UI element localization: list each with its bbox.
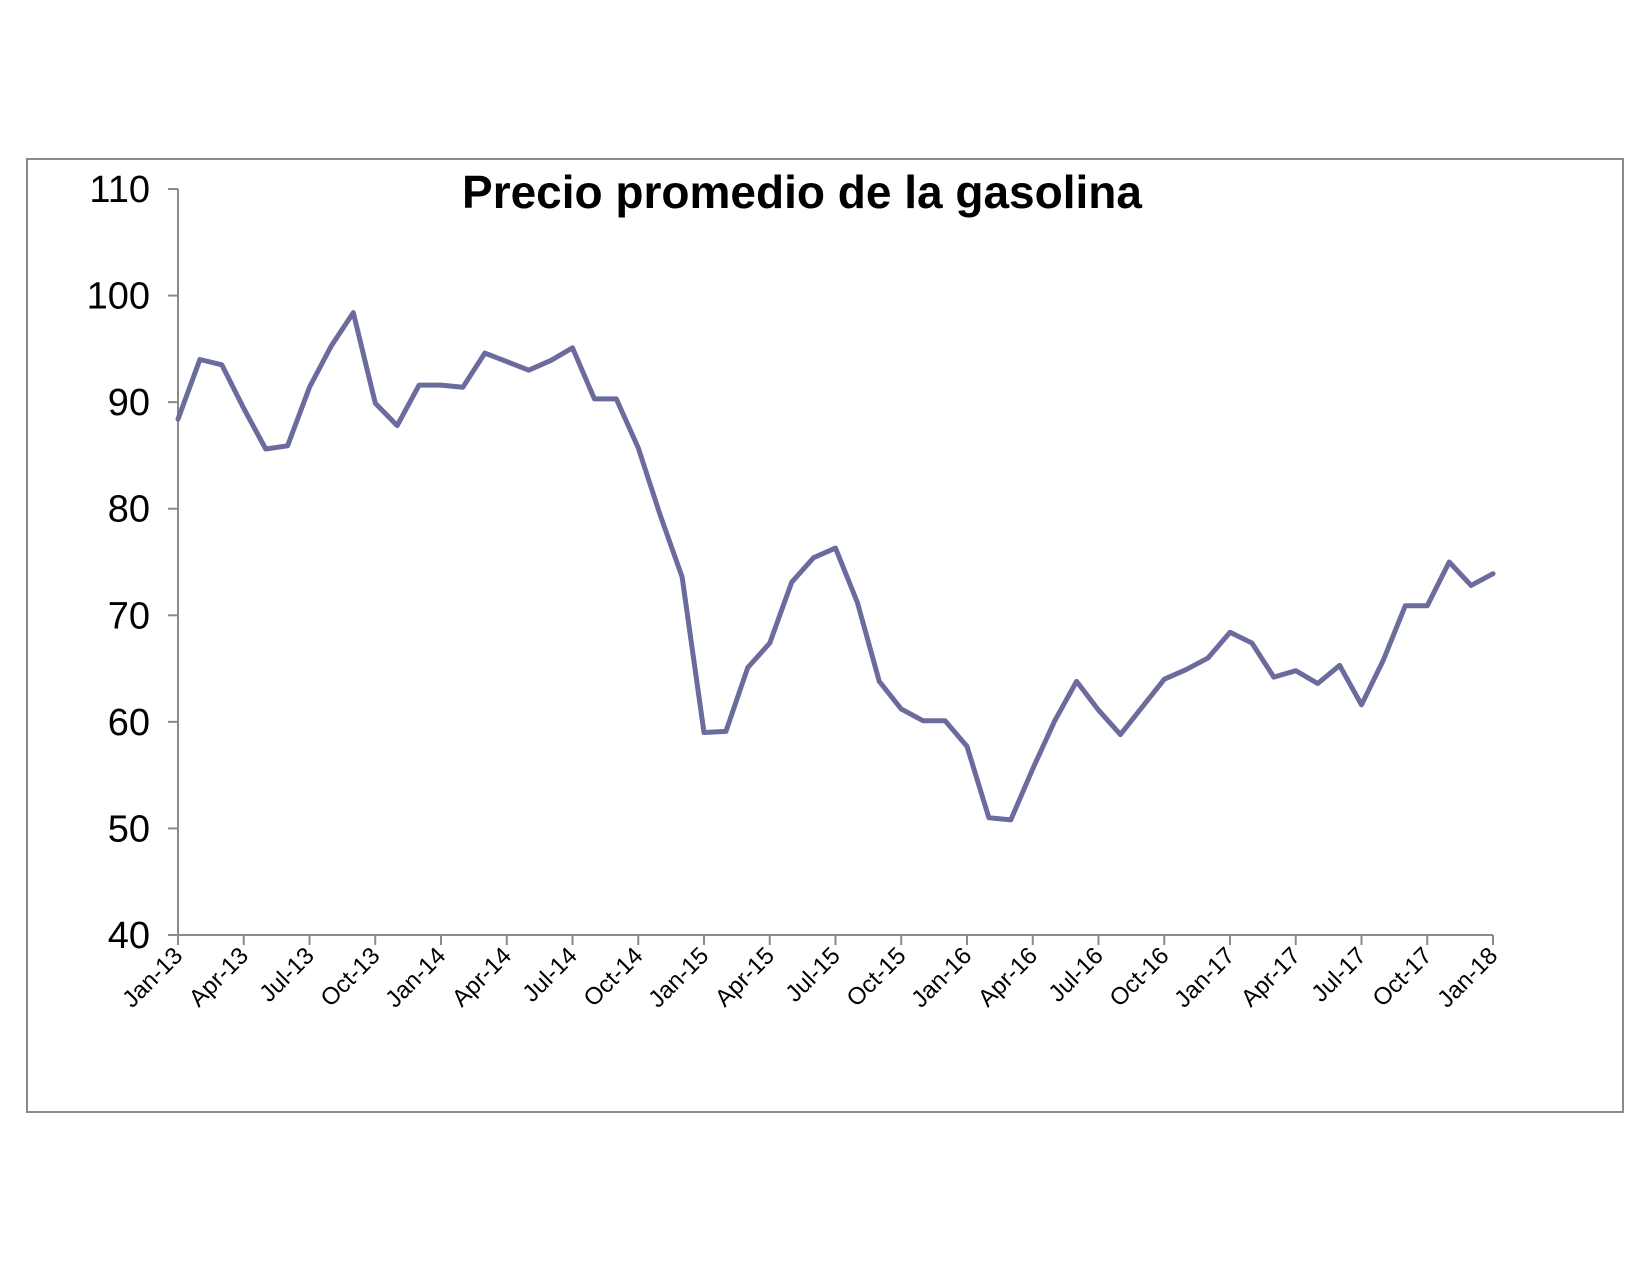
y-tick-label: 100	[87, 276, 150, 318]
x-tick-label: Apr-13	[184, 942, 254, 1012]
x-tick-label: Jan-16	[906, 942, 977, 1013]
x-tick-label: Jan-15	[643, 942, 714, 1013]
x-tick-label: Apr-16	[973, 942, 1043, 1012]
x-tick-label: Jan-18	[1432, 942, 1503, 1013]
x-tick-label: Oct-17	[1367, 942, 1437, 1012]
y-tick-label: 90	[108, 382, 150, 424]
series-layer	[175, 310, 1496, 823]
line-chart: Precio promedio de la gasolina 40 50 60 70 8…	[87, 166, 1504, 1013]
y-axis-ticks: 40 50 60 70 80 90 100 110	[87, 169, 178, 957]
y-tick-label: 40	[108, 915, 150, 957]
x-tick-label: Oct-14	[578, 942, 648, 1012]
y-tick-label: 60	[108, 702, 150, 744]
x-tick-label: Jul-14	[517, 942, 582, 1007]
y-tick-label: 80	[108, 489, 150, 531]
x-tick-label: Apr-14	[447, 942, 517, 1012]
y-tick-label: 70	[108, 595, 150, 637]
x-tick-label: Oct-16	[1104, 942, 1174, 1012]
y-tick-label: 110	[89, 169, 150, 211]
x-tick-label: Jul-13	[254, 942, 319, 1007]
chart-frame: Precio promedio de la gasolina 40 50 60 70 8…	[26, 158, 1624, 1113]
x-tick-label: Apr-17	[1236, 942, 1306, 1012]
x-tick-label: Oct-15	[841, 942, 911, 1012]
x-tick-label: Oct-13	[315, 942, 385, 1012]
x-tick-label: Jan-14	[380, 942, 451, 1013]
x-tick-label: Apr-15	[710, 942, 780, 1012]
x-tick-label: Jul-15	[780, 942, 845, 1007]
chart-title: Precio promedio de la gasolina	[462, 166, 1142, 218]
y-tick-label: 50	[108, 808, 150, 850]
x-tick-label: Jul-16	[1043, 942, 1108, 1007]
series-line-0	[175, 310, 1496, 823]
x-tick-label: Jul-17	[1306, 942, 1371, 1007]
x-tick-label: Jan-17	[1169, 942, 1240, 1013]
